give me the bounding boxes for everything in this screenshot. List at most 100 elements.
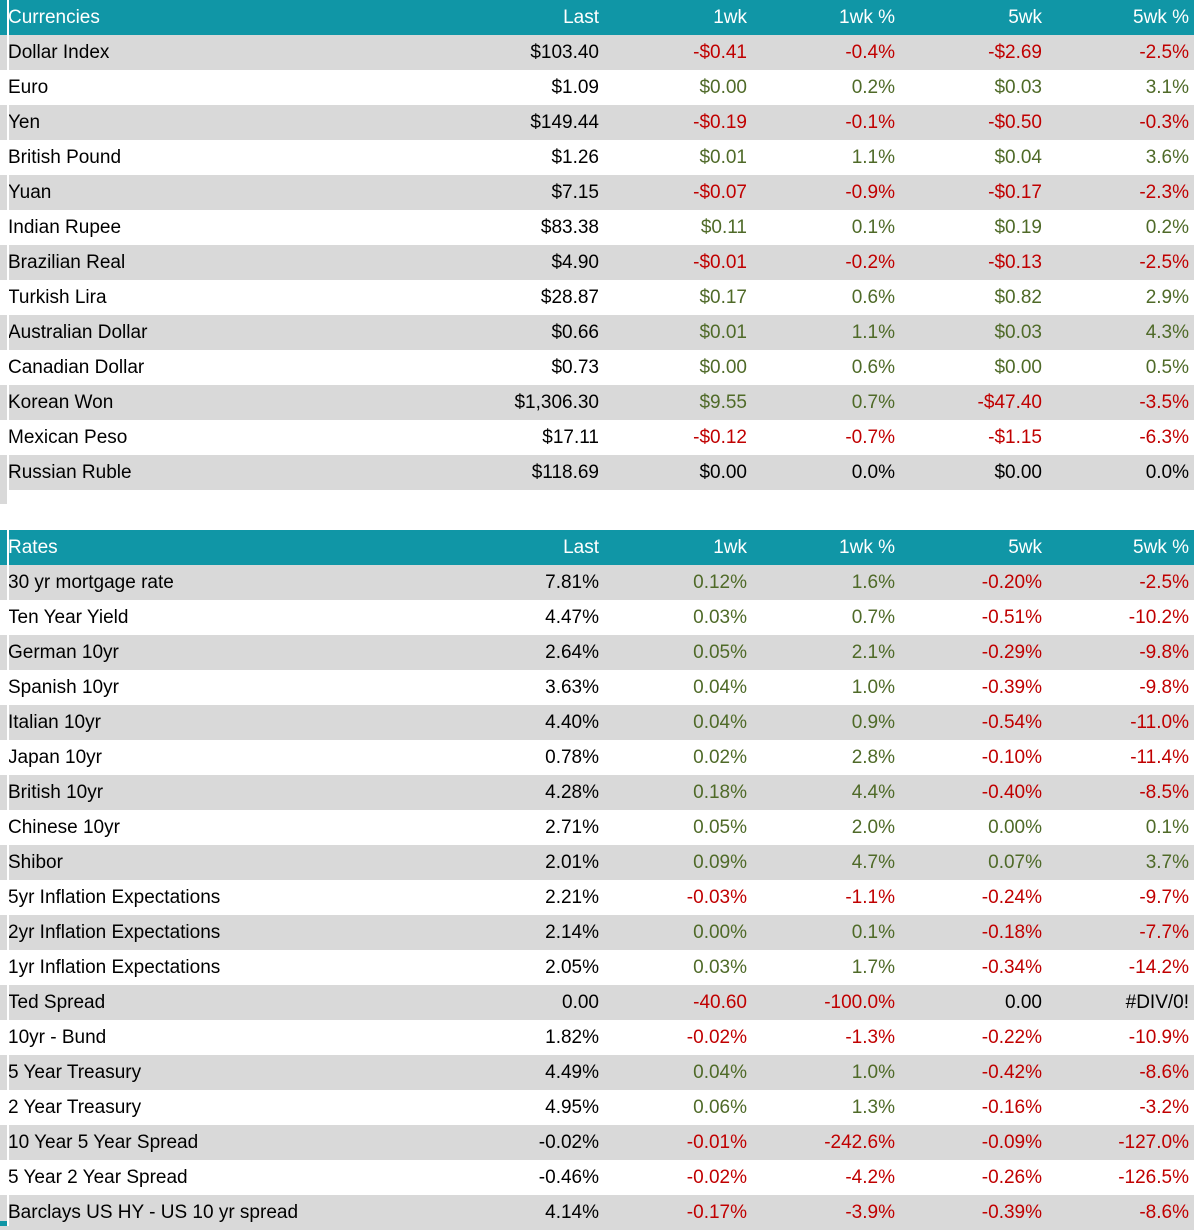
value-cell: 0.1%	[851, 217, 895, 238]
table-row: 5yr Inflation Expectations 2.21% -0.03% -1.…	[0, 880, 1194, 915]
row-label: Italian 10yr	[8, 712, 101, 733]
table-row: Dollar Index $103.40 -$0.41 -0.4% -$2.69 -2.5…	[0, 35, 1194, 70]
table-row: Spanish 10yr 3.63% 0.04% 1.0% -0.39% -9.8%	[0, 670, 1194, 705]
value-cell: 0.05%	[693, 642, 747, 663]
value-cell: -$1.15	[988, 427, 1042, 448]
value-cell: $7.15	[551, 182, 599, 203]
value-cell: 2.05%	[545, 957, 599, 978]
value-cell: 1.1%	[851, 147, 895, 168]
table-row: Turkish Lira $28.87 $0.17 0.6% $0.82 2.9%	[0, 280, 1194, 315]
table-row: Yen $149.44 -$0.19 -0.1% -$0.50 -0.3%	[0, 105, 1194, 140]
value-cell: $9.55	[699, 392, 747, 413]
value-cell: -242.6%	[824, 1132, 895, 1153]
row-label: Ten Year Yield	[8, 607, 129, 628]
table-row: Yuan $7.15 -$0.07 -0.9% -$0.17 -2.3%	[0, 175, 1194, 210]
value-cell: 0.12%	[693, 572, 747, 593]
value-cell: 0.03%	[693, 957, 747, 978]
table-row: British Pound $1.26 $0.01 1.1% $0.04 3.6%	[0, 140, 1194, 175]
table-row: 5 Year 2 Year Spread -0.46% -0.02% -4.2% -0.…	[0, 1160, 1194, 1195]
value-cell: $83.38	[540, 217, 599, 238]
value-cell: -100.0%	[824, 992, 895, 1013]
row-label: German 10yr	[8, 642, 119, 663]
table-row: 2yr Inflation Expectations 2.14% 0.00% 0.1%…	[0, 915, 1194, 950]
table-row: 30 yr mortgage rate 7.81% 0.12% 1.6% -0.20% -…	[0, 565, 1194, 600]
value-cell: -0.4%	[845, 42, 895, 63]
value-cell: 0.78%	[545, 747, 599, 768]
value-cell: -0.24%	[981, 887, 1042, 908]
value-cell: 2.14%	[545, 922, 599, 943]
value-cell: 1.0%	[851, 1062, 895, 1083]
column-header-1wk: 1wk %	[839, 7, 895, 28]
value-cell: 0.18%	[693, 782, 747, 803]
row-label: Brazilian Real	[8, 252, 126, 273]
column-header-last: Last	[563, 537, 599, 558]
table-row: 10 Year 5 Year Spread -0.02% -0.01% -242.6%…	[0, 1125, 1194, 1160]
value-cell: 2.1%	[851, 642, 895, 663]
section-title: Currencies	[8, 7, 100, 28]
value-cell: $0.04	[994, 147, 1042, 168]
value-cell: 1.6%	[851, 572, 895, 593]
column-header-1wk: 1wk	[713, 537, 747, 558]
value-cell: -0.2%	[845, 252, 895, 273]
value-cell: $0.00	[699, 357, 747, 378]
value-cell: -2.5%	[1139, 42, 1189, 63]
value-cell: $0.19	[994, 217, 1042, 238]
value-cell: 0.7%	[851, 607, 895, 628]
column-header-5wk: 5wk %	[1133, 7, 1189, 28]
value-cell: -0.1%	[845, 112, 895, 133]
value-cell: 3.1%	[1145, 77, 1189, 98]
value-cell: 0.03%	[693, 607, 747, 628]
value-cell: $0.66	[551, 322, 599, 343]
row-label: Chinese 10yr	[8, 817, 120, 838]
value-cell: -10.9%	[1128, 1027, 1189, 1048]
value-cell: 2.71%	[545, 817, 599, 838]
value-cell: $0.82	[994, 287, 1042, 308]
value-cell: -0.26%	[981, 1167, 1042, 1188]
value-cell: -3.2%	[1139, 1097, 1189, 1118]
value-cell: 0.7%	[851, 392, 895, 413]
value-cell: 0.2%	[851, 77, 895, 98]
value-cell: -0.39%	[981, 677, 1042, 698]
value-cell: -0.9%	[845, 182, 895, 203]
row-label: Mexican Peso	[8, 427, 128, 448]
column-header-last: Last	[563, 7, 599, 28]
value-cell: -$47.40	[977, 392, 1042, 413]
value-cell: -0.01%	[686, 1132, 747, 1153]
value-cell: #DIV/0!	[1125, 992, 1189, 1013]
value-cell: 3.6%	[1145, 147, 1189, 168]
table-row: Australian Dollar $0.66 $0.01 1.1% $0.03 4.3%	[0, 315, 1194, 350]
table-row: Euro $1.09 $0.00 0.2% $0.03 3.1%	[0, 70, 1194, 105]
value-cell: $4.90	[551, 252, 599, 273]
value-cell: 1.0%	[851, 677, 895, 698]
table-row: Korean Won $1,306.30 $9.55 0.7% -$47.40 -3.5%	[0, 385, 1194, 420]
row-label: 5 Year Treasury	[8, 1062, 142, 1083]
value-cell: 4.14%	[545, 1202, 599, 1223]
value-cell: 2.0%	[851, 817, 895, 838]
value-cell: 1.1%	[851, 322, 895, 343]
value-cell: $0.00	[699, 77, 747, 98]
table-row: Ten Year Yield 4.47% 0.03% 0.7% -0.51% -10.2%	[0, 600, 1194, 635]
value-cell: -0.17%	[686, 1202, 747, 1223]
row-label: Indian Rupee	[8, 217, 122, 238]
value-cell: 0.0%	[851, 462, 895, 483]
value-cell: 4.95%	[545, 1097, 599, 1118]
value-cell: 0.2%	[1145, 217, 1189, 238]
row-label: 2 Year Treasury	[8, 1097, 142, 1118]
value-cell: -$0.41	[693, 42, 747, 63]
value-cell: -1.3%	[845, 1027, 895, 1048]
row-label: Australian Dollar	[8, 322, 148, 343]
value-cell: $28.87	[540, 287, 599, 308]
value-cell: $149.44	[530, 112, 599, 133]
value-cell: -0.02%	[686, 1027, 747, 1048]
value-cell: -10.2%	[1128, 607, 1189, 628]
value-cell: -0.7%	[845, 427, 895, 448]
row-label: British 10yr	[8, 782, 104, 803]
value-cell: 0.00	[1005, 992, 1042, 1013]
table-row: 2 Year Treasury 4.95% 0.06% 1.3% -0.16% -3.2%	[0, 1090, 1194, 1125]
value-cell: 4.4%	[851, 782, 895, 803]
value-cell: -126.5%	[1118, 1167, 1189, 1188]
table-row: Indian Rupee $83.38 $0.11 0.1% $0.19 0.2%	[0, 210, 1194, 245]
table-row: German 10yr 2.64% 0.05% 2.1% -0.29% -9.8%	[0, 635, 1194, 670]
table-row: 10yr - Bund 1.82% -0.02% -1.3% -0.22% -10.9%	[0, 1020, 1194, 1055]
value-cell: -2.5%	[1139, 252, 1189, 273]
